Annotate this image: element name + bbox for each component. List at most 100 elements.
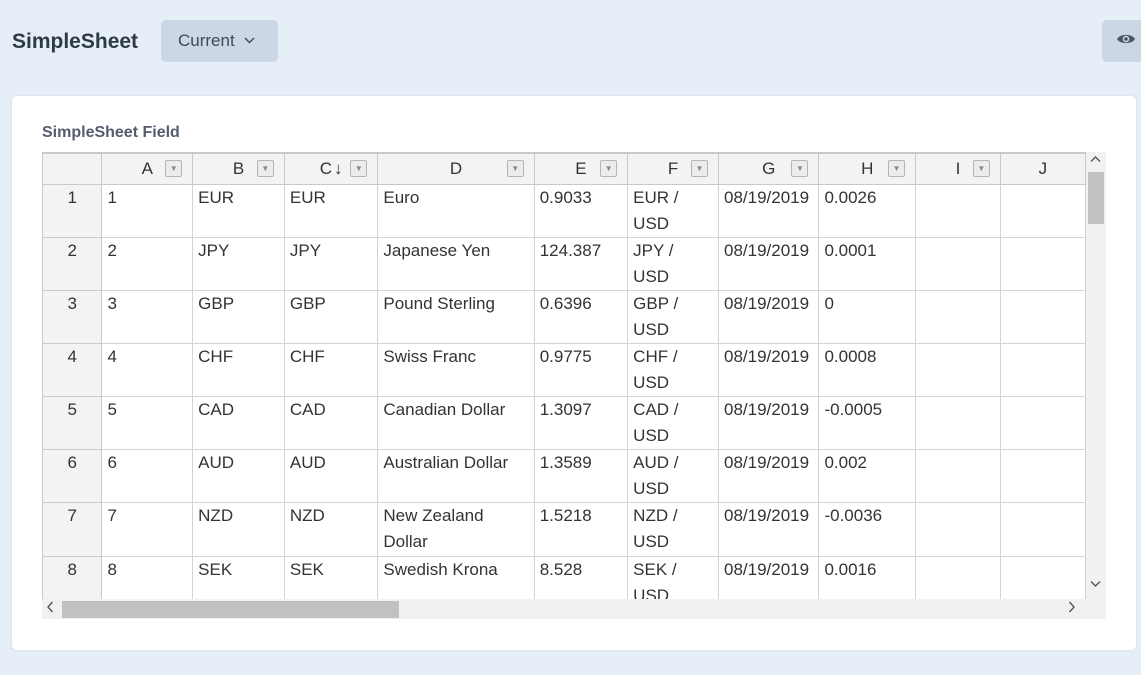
row-header[interactable]: 2 bbox=[42, 237, 103, 291]
cell-b[interactable]: EUR bbox=[192, 184, 285, 238]
filter-dropdown-icon[interactable]: ▼ bbox=[165, 160, 183, 177]
cell-i[interactable] bbox=[915, 556, 1001, 599]
cell-i[interactable] bbox=[915, 396, 1001, 450]
cell-a[interactable]: 6 bbox=[101, 449, 194, 503]
cell-b[interactable]: NZD bbox=[192, 502, 285, 557]
cell-c[interactable]: CHF bbox=[283, 343, 379, 397]
column-header-d[interactable]: D ▼ bbox=[377, 153, 535, 185]
cell-h[interactable]: 0.0026 bbox=[818, 184, 917, 238]
cell-j[interactable] bbox=[999, 556, 1086, 599]
cell-g[interactable]: 08/19/2019 bbox=[717, 290, 820, 344]
cell-c[interactable]: EUR bbox=[283, 184, 379, 238]
cell-j[interactable] bbox=[999, 502, 1086, 557]
cell-j[interactable] bbox=[999, 449, 1086, 503]
cell-h[interactable]: 0 bbox=[818, 290, 917, 344]
cell-f[interactable]: SEK / USD bbox=[627, 556, 719, 599]
cell-f[interactable]: AUD / USD bbox=[627, 449, 719, 503]
row-header[interactable]: 3 bbox=[42, 290, 103, 344]
cell-h[interactable]: 0.0008 bbox=[818, 343, 917, 397]
cell-d[interactable]: Pound Sterling bbox=[377, 290, 535, 344]
cell-a[interactable]: 3 bbox=[101, 290, 194, 344]
cell-f[interactable]: JPY / USD bbox=[627, 237, 719, 291]
column-header-g[interactable]: G ▼ bbox=[717, 153, 820, 185]
cell-d[interactable]: New Zealand Dollar bbox=[377, 502, 535, 557]
cell-c[interactable]: JPY bbox=[283, 237, 379, 291]
cell-i[interactable] bbox=[915, 237, 1001, 291]
cell-j[interactable] bbox=[999, 396, 1086, 450]
column-header-j[interactable]: J bbox=[999, 153, 1086, 185]
row-header[interactable]: 5 bbox=[42, 396, 103, 450]
filter-dropdown-icon[interactable]: ▼ bbox=[888, 160, 906, 177]
cell-i[interactable] bbox=[915, 343, 1001, 397]
cell-a[interactable]: 7 bbox=[101, 502, 194, 557]
row-header[interactable]: 1 bbox=[42, 184, 103, 238]
chevron-down-icon[interactable] bbox=[1090, 577, 1101, 591]
cell-d[interactable]: Australian Dollar bbox=[377, 449, 535, 503]
column-header-a[interactable]: A ▼ bbox=[101, 153, 194, 185]
cell-c[interactable]: AUD bbox=[283, 449, 379, 503]
filter-dropdown-icon[interactable]: ▼ bbox=[256, 160, 274, 177]
cell-g[interactable]: 08/19/2019 bbox=[717, 556, 820, 599]
cell-i[interactable] bbox=[915, 449, 1001, 503]
filter-dropdown-icon[interactable]: ▼ bbox=[600, 160, 618, 177]
cell-h[interactable]: 0.0016 bbox=[818, 556, 917, 599]
cell-f[interactable]: GBP / USD bbox=[627, 290, 719, 344]
cell-e[interactable]: 1.3589 bbox=[533, 449, 629, 503]
cell-h[interactable]: -0.0005 bbox=[818, 396, 917, 450]
cell-d[interactable]: Swedish Krona bbox=[377, 556, 535, 599]
filter-dropdown-icon[interactable]: ▼ bbox=[691, 160, 708, 177]
filter-dropdown-icon[interactable]: ▼ bbox=[506, 160, 524, 177]
filter-dropdown-icon[interactable]: ▼ bbox=[350, 160, 368, 177]
chevron-right-icon[interactable] bbox=[1068, 601, 1076, 616]
corner-cell[interactable] bbox=[42, 153, 103, 185]
cell-b[interactable]: CAD bbox=[192, 396, 285, 450]
cell-f[interactable]: NZD / USD bbox=[627, 502, 719, 557]
row-header[interactable]: 4 bbox=[42, 343, 103, 397]
filter-dropdown-icon[interactable]: ▼ bbox=[791, 160, 809, 177]
cell-c[interactable]: CAD bbox=[283, 396, 379, 450]
cell-e[interactable]: 8.528 bbox=[533, 556, 629, 599]
column-header-c[interactable]: C ↓ ▼ bbox=[283, 153, 379, 185]
column-header-h[interactable]: H ▼ bbox=[818, 153, 917, 185]
cell-j[interactable] bbox=[999, 343, 1086, 397]
cell-e[interactable]: 0.9033 bbox=[533, 184, 629, 238]
cell-b[interactable]: GBP bbox=[192, 290, 285, 344]
cell-j[interactable] bbox=[999, 237, 1086, 291]
cell-c[interactable]: NZD bbox=[283, 502, 379, 557]
filter-dropdown-icon[interactable]: ▼ bbox=[972, 160, 990, 177]
cell-h[interactable]: -0.0036 bbox=[818, 502, 917, 557]
vertical-scroll-thumb[interactable] bbox=[1088, 172, 1104, 224]
column-header-i[interactable]: I ▼ bbox=[915, 153, 1001, 185]
cell-a[interactable]: 4 bbox=[101, 343, 194, 397]
view-selector[interactable]: Current bbox=[161, 20, 278, 62]
cell-g[interactable]: 08/19/2019 bbox=[717, 237, 820, 291]
cell-g[interactable]: 08/19/2019 bbox=[717, 343, 820, 397]
cell-e[interactable]: 124.387 bbox=[533, 237, 629, 291]
cell-f[interactable]: CHF / USD bbox=[627, 343, 719, 397]
cell-e[interactable]: 1.3097 bbox=[533, 396, 629, 450]
preview-button[interactable] bbox=[1102, 20, 1141, 62]
cell-g[interactable]: 08/19/2019 bbox=[717, 449, 820, 503]
horizontal-scrollbar[interactable] bbox=[42, 599, 1106, 619]
chevron-up-icon[interactable] bbox=[1090, 152, 1101, 166]
chevron-left-icon[interactable] bbox=[46, 601, 54, 616]
cell-a[interactable]: 8 bbox=[101, 556, 194, 599]
cell-e[interactable]: 1.5218 bbox=[533, 502, 629, 557]
cell-g[interactable]: 08/19/2019 bbox=[717, 396, 820, 450]
row-header[interactable]: 6 bbox=[42, 449, 103, 503]
cell-h[interactable]: 0.002 bbox=[818, 449, 917, 503]
cell-i[interactable] bbox=[915, 502, 1001, 557]
cell-c[interactable]: GBP bbox=[283, 290, 379, 344]
cell-c[interactable]: SEK bbox=[283, 556, 379, 599]
column-header-f[interactable]: F ▼ bbox=[627, 153, 719, 185]
cell-b[interactable]: SEK bbox=[192, 556, 285, 599]
column-header-b[interactable]: B ▼ bbox=[192, 153, 285, 185]
cell-b[interactable]: JPY bbox=[192, 237, 285, 291]
cell-h[interactable]: 0.0001 bbox=[818, 237, 917, 291]
column-header-e[interactable]: E ▼ bbox=[533, 153, 629, 185]
cell-b[interactable]: AUD bbox=[192, 449, 285, 503]
cell-f[interactable]: EUR / USD bbox=[627, 184, 719, 238]
cell-f[interactable]: CAD / USD bbox=[627, 396, 719, 450]
cell-a[interactable]: 2 bbox=[101, 237, 194, 291]
cell-a[interactable]: 5 bbox=[101, 396, 194, 450]
